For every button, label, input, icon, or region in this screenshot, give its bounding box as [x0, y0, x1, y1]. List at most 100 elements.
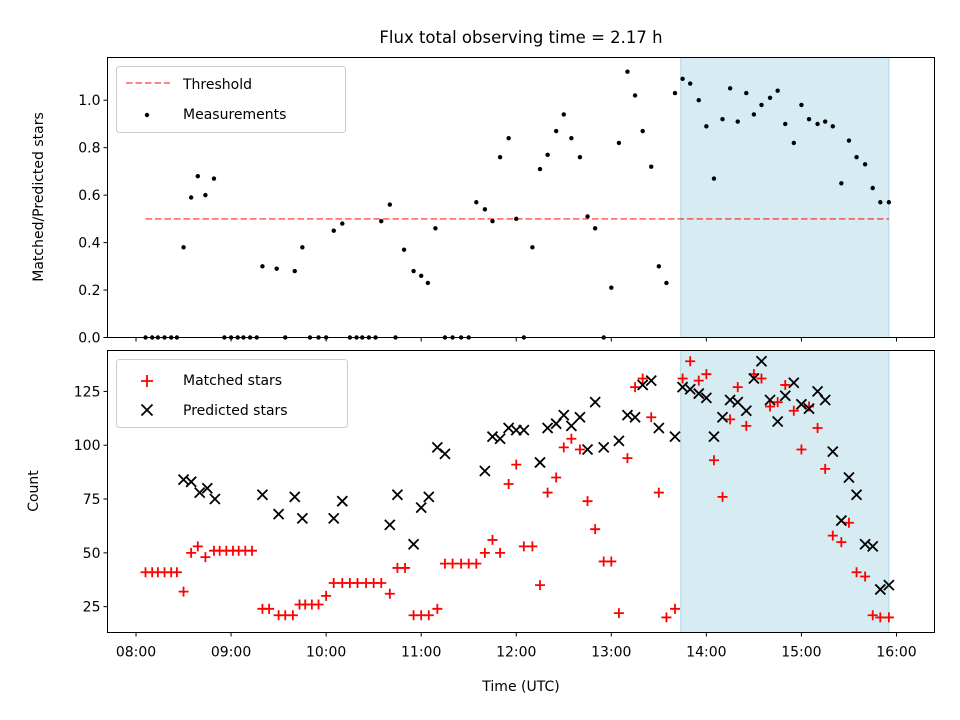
matched-star-point — [186, 547, 197, 558]
predicted-star-point — [772, 415, 784, 428]
predicted-star-point — [764, 394, 776, 406]
measurement-point — [664, 280, 669, 286]
predicted-star-point — [716, 411, 729, 423]
matched-star-point — [558, 442, 569, 453]
predicted-star-point — [835, 514, 847, 527]
measurement-point — [609, 285, 614, 290]
bottom-marks — [140, 355, 895, 623]
legend-matched-label: Matched stars — [183, 373, 282, 389]
top-y-ticks: 0.0 0.2 0.4 0.6 0.8 1.0 — [78, 93, 108, 347]
predicted-star-point — [479, 465, 491, 477]
bottom-panel: 25 50 75 100 125 08:00 09:00 10:00 11:00 12:00 13… — [26, 350, 935, 695]
measurement-point — [300, 245, 305, 250]
top-y-axis-label: Matched/Predicted stars — [31, 112, 47, 282]
measurement-point — [830, 124, 835, 129]
chart-title: Flux total observing time = 2.17 h — [379, 28, 662, 47]
measurement-point — [711, 176, 717, 181]
predicted-star-point — [565, 420, 578, 432]
matched-star-point — [812, 422, 823, 433]
matched-star-point — [836, 537, 847, 548]
predicted-star-point — [407, 538, 420, 550]
legend-matched-swatch — [141, 375, 153, 387]
predicted-star-point — [589, 396, 601, 408]
y-tick-label: 1.0 — [78, 93, 100, 109]
matched-star-point — [867, 610, 878, 621]
predicted-star-point — [883, 579, 895, 591]
predicted-star-point — [423, 491, 435, 503]
measurement-point — [490, 219, 495, 224]
predicted-star-point — [201, 482, 213, 494]
predicted-star-point — [779, 390, 791, 402]
predicted-star-point — [653, 422, 665, 434]
measurement-point — [274, 266, 279, 271]
y-tick-label: 100 — [74, 438, 101, 454]
matched-star-point — [708, 455, 719, 466]
x-tick-label: 12:00 — [496, 645, 536, 661]
measurement-point — [649, 164, 654, 169]
matched-star-point — [827, 530, 838, 541]
y-tick-label: 25 — [83, 600, 101, 616]
matched-star-point — [313, 599, 324, 610]
matched-star-point — [661, 612, 672, 623]
x-tick-label: 16:00 — [876, 645, 916, 661]
matched-star-point — [669, 603, 680, 614]
predicted-star-point — [684, 383, 696, 395]
measurement-point — [537, 166, 543, 172]
top-legend: Threshold Measurements — [116, 66, 346, 133]
measurement-point — [292, 268, 297, 274]
measurement-point — [704, 124, 709, 129]
measurement-point — [592, 226, 598, 231]
measurement-point — [878, 200, 883, 205]
predicted-star-point — [296, 512, 309, 525]
matched-star-point — [772, 397, 783, 408]
measurement-point — [514, 216, 519, 222]
measurement-point — [806, 116, 812, 122]
matched-star-point — [717, 491, 728, 502]
measurement-point — [203, 192, 208, 198]
measurement-point — [553, 128, 559, 134]
predicted-star-point — [748, 372, 760, 385]
matched-star-point — [352, 577, 363, 588]
matched-star-point — [765, 401, 776, 412]
bottom-x-ticks: 08:00 09:00 10:00 11:00 12:00 13:00 14:00 15:00… — [116, 632, 917, 661]
predicted-star-point — [850, 489, 863, 501]
predicted-star-point — [874, 583, 886, 596]
matched-star-point — [646, 412, 657, 423]
top-shaded-region — [680, 57, 890, 338]
matched-star-point — [511, 459, 522, 470]
predicted-star-point — [439, 448, 451, 460]
predicted-star-point — [700, 392, 712, 404]
measurement-point — [791, 140, 797, 146]
matched-star-point — [527, 541, 538, 552]
predicted-star-point — [391, 489, 404, 501]
legend-predicted-label: Predicted stars — [183, 403, 288, 419]
measurement-point — [506, 135, 511, 141]
predicted-star-point — [336, 495, 348, 507]
measurement-point — [862, 162, 868, 167]
matched-star-point — [796, 444, 807, 455]
predicted-star-point — [645, 375, 657, 387]
measurement-point — [561, 112, 566, 117]
matched-star-point — [376, 577, 387, 588]
predicted-star-point — [486, 430, 499, 443]
predicted-star-point — [415, 502, 427, 514]
measurement-point — [751, 112, 757, 117]
matched-star-point — [535, 580, 546, 591]
matched-star-point — [264, 603, 275, 614]
measurement-point — [822, 119, 828, 124]
measurement-point — [759, 102, 764, 108]
measurement-point — [585, 214, 590, 219]
matched-star-point — [200, 552, 211, 563]
predicted-star-point — [669, 430, 681, 443]
measurement-point — [672, 90, 678, 96]
predicted-star-point — [613, 435, 625, 447]
matched-star-point — [246, 545, 257, 556]
y-tick-label: 0.6 — [78, 188, 100, 204]
predicted-star-point — [708, 430, 720, 443]
measurement-point — [387, 202, 393, 207]
measurement-point — [656, 264, 662, 269]
measurement-point — [720, 116, 725, 122]
top-x-ticks — [135, 337, 897, 342]
bottom-y-axis-label: Count — [26, 470, 42, 512]
